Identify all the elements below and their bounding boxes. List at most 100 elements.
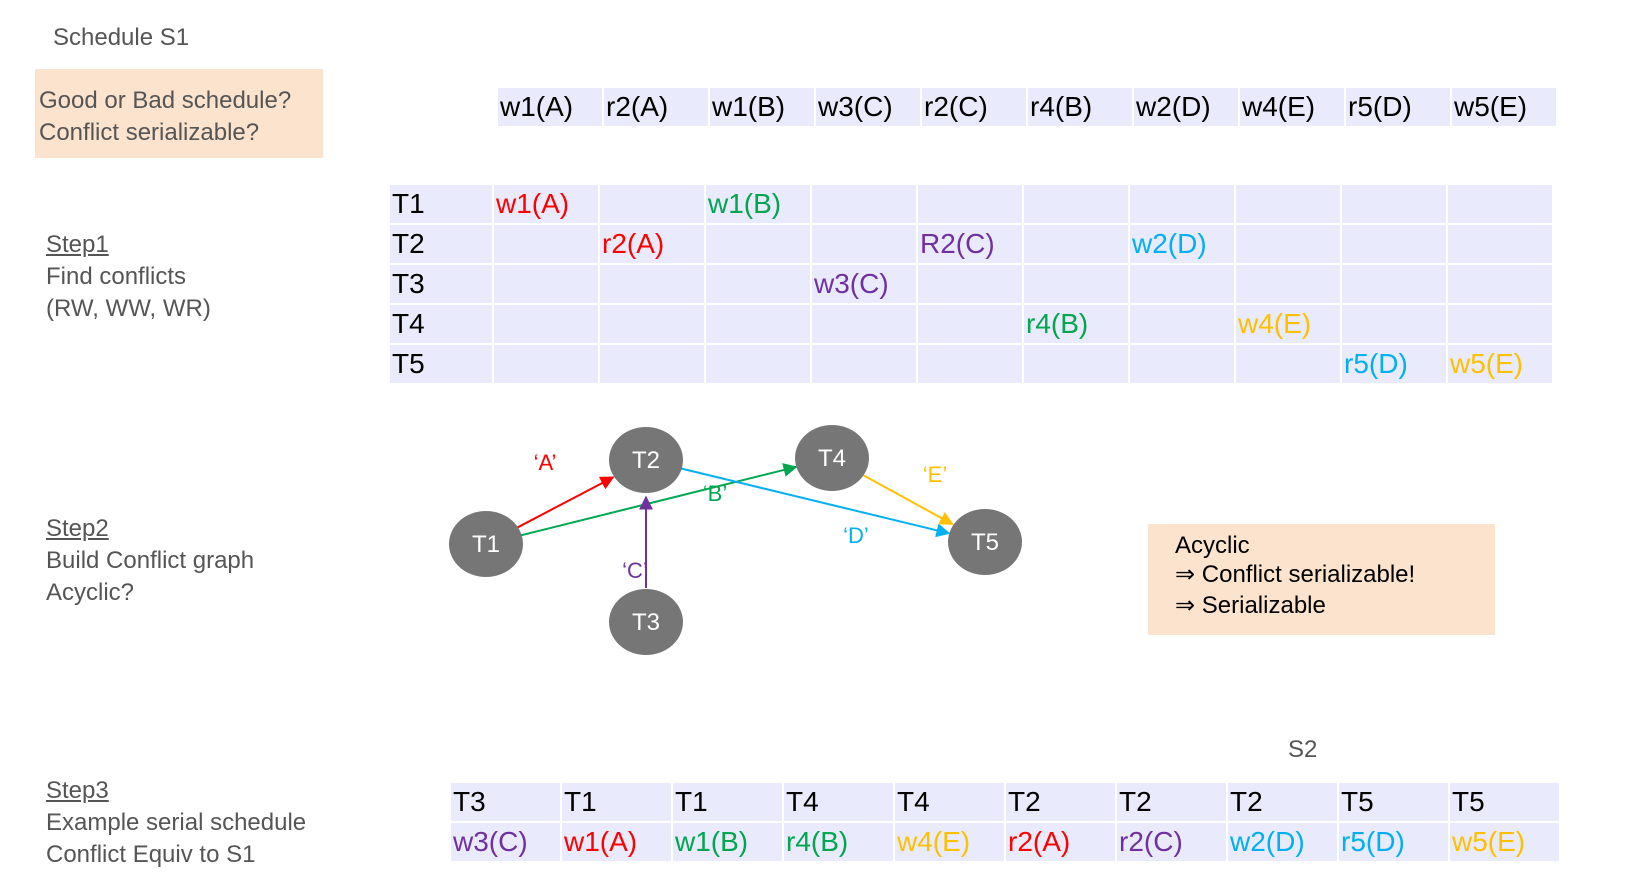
schedule-op: r2(C) bbox=[922, 88, 1026, 126]
edge-label: ‘B’ bbox=[703, 481, 727, 506]
conflict-cell bbox=[918, 345, 1022, 383]
node-t1 bbox=[449, 511, 523, 577]
conflict-cell bbox=[918, 265, 1022, 303]
step2-line-2: Acyclic? bbox=[46, 579, 135, 606]
edge-t4-t5 bbox=[861, 473, 954, 526]
conclusion-line-3: ⇒ Serializable bbox=[1175, 592, 1326, 619]
serial-txn: T2 bbox=[1117, 783, 1226, 821]
serial-op: w1(B) bbox=[673, 823, 782, 861]
serial-op: w1(A) bbox=[562, 823, 671, 861]
conflict-cell: w3(C) bbox=[812, 265, 916, 303]
schedule-op: w4(E) bbox=[1240, 88, 1344, 126]
serial-txn: T1 bbox=[673, 783, 782, 821]
serial-op: w4(E) bbox=[895, 823, 1004, 861]
step3-line-1: Example serial schedule bbox=[46, 809, 307, 836]
conflict-cell bbox=[1130, 345, 1234, 383]
conflict-cell bbox=[1024, 345, 1128, 383]
schedule-op: w2(D) bbox=[1134, 88, 1238, 126]
serial-txn: T5 bbox=[1339, 783, 1448, 821]
conflict-cell bbox=[600, 185, 704, 223]
conflict-cell bbox=[600, 305, 704, 343]
edge-label: ‘E’ bbox=[923, 462, 947, 487]
serial-txn: T3 bbox=[451, 783, 560, 821]
node-t2 bbox=[609, 427, 683, 493]
serial-op: r4(B) bbox=[784, 823, 893, 861]
node-t4 bbox=[795, 425, 869, 491]
conflict-cell bbox=[494, 345, 598, 383]
conflict-cell: r2(A) bbox=[600, 225, 704, 263]
question-line-1: Good or Bad schedule? bbox=[39, 87, 292, 114]
txn-label: T2 bbox=[390, 225, 492, 263]
edge-label: ‘D’ bbox=[843, 523, 869, 548]
edge-t2-t5 bbox=[678, 467, 951, 538]
conflict-cell bbox=[1236, 265, 1340, 303]
step2-text: Step2 Build Conflict graph Acyclic? bbox=[46, 513, 254, 609]
schedule-op: w1(B) bbox=[710, 88, 814, 126]
node-label: T4 bbox=[818, 445, 846, 472]
conclusion-box: Acyclic ⇒ Conflict serializable! ⇒ Seria… bbox=[1148, 524, 1495, 635]
conflict-row: T2 r2(A) R2(C) w2(D) bbox=[390, 225, 1552, 263]
schedule-op: r4(B) bbox=[1028, 88, 1132, 126]
conflict-cell bbox=[918, 185, 1022, 223]
conflict-cell bbox=[494, 225, 598, 263]
conflict-cell bbox=[706, 345, 810, 383]
conflict-table: T1 w1(A) w1(B) T2 r2(A) R2(C) w2(D) T3 w3(C) T4 r4… bbox=[388, 183, 1554, 385]
serial-op: w3(C) bbox=[451, 823, 560, 861]
step1-line-1: Find conflicts bbox=[46, 263, 187, 290]
serial-op: w5(E) bbox=[1450, 823, 1559, 861]
txn-label: T4 bbox=[390, 305, 492, 343]
serial-txn: T2 bbox=[1006, 783, 1115, 821]
edge-t1-t4 bbox=[518, 463, 798, 537]
conflict-cell bbox=[1342, 225, 1446, 263]
schedule-op: r5(D) bbox=[1346, 88, 1450, 126]
conflict-cell bbox=[1342, 185, 1446, 223]
s2-label: S2 bbox=[1288, 736, 1318, 763]
edge-t1-t2 bbox=[515, 476, 615, 530]
conflict-cell bbox=[812, 305, 916, 343]
conflict-cell bbox=[1024, 265, 1128, 303]
conflict-cell bbox=[1448, 265, 1552, 303]
conflict-row: T1 w1(A) w1(B) bbox=[390, 185, 1552, 223]
node-label: T5 bbox=[971, 529, 999, 556]
conflict-cell bbox=[1236, 345, 1340, 383]
schedule-op: r2(A) bbox=[604, 88, 708, 126]
conflict-cell bbox=[600, 345, 704, 383]
serial-op: r2(A) bbox=[1006, 823, 1115, 861]
conflict-cell bbox=[812, 185, 916, 223]
conflict-cell bbox=[1342, 305, 1446, 343]
conflict-cell bbox=[812, 345, 916, 383]
conflict-cell bbox=[1448, 305, 1552, 343]
conflict-cell: r5(D) bbox=[1342, 345, 1446, 383]
conflict-cell: w1(A) bbox=[494, 185, 598, 223]
serial-schedule-table: T3 T1 T1 T4 T4 T2 T2 T2 T5 T5 w3(C) w1(A) w1(B) r4(B… bbox=[449, 781, 1561, 863]
serial-op: r2(C) bbox=[1117, 823, 1226, 861]
schedule-op: w3(C) bbox=[816, 88, 920, 126]
node-t5 bbox=[948, 509, 1022, 575]
schedule-op: w5(E) bbox=[1452, 88, 1556, 126]
conflict-cell: w2(D) bbox=[1130, 225, 1234, 263]
conflict-cell bbox=[706, 305, 810, 343]
edge-label: ‘A’ bbox=[534, 450, 557, 475]
conflict-row: T3 w3(C) bbox=[390, 265, 1552, 303]
conflict-cell bbox=[1024, 185, 1128, 223]
serial-op: r5(D) bbox=[1339, 823, 1448, 861]
conflict-row: T4 r4(B) w4(E) bbox=[390, 305, 1552, 343]
page-title: Schedule S1 bbox=[53, 24, 190, 51]
conflict-cell bbox=[1130, 185, 1234, 223]
conclusion-line-1: Acyclic bbox=[1175, 532, 1250, 559]
schedule-row: w1(A) r2(A) w1(B) w3(C) r2(C) r4(B) w2(D) w4(E)… bbox=[496, 86, 1558, 128]
conflict-cell bbox=[494, 305, 598, 343]
conflict-cell bbox=[1236, 225, 1340, 263]
conflict-cell bbox=[706, 225, 810, 263]
serial-txn: T1 bbox=[562, 783, 671, 821]
step3-line-2: Conflict Equiv to S1 bbox=[46, 841, 256, 868]
step1-text: Step1 Find conflicts (RW, WW, WR) bbox=[46, 229, 211, 325]
node-label: T1 bbox=[472, 531, 500, 558]
conflict-row: T5 r5(D) w5(E) bbox=[390, 345, 1552, 383]
step3-heading: Step3 bbox=[46, 777, 109, 804]
conflict-cell: r4(B) bbox=[1024, 305, 1128, 343]
conflict-cell bbox=[1448, 185, 1552, 223]
serial-txn: T2 bbox=[1228, 783, 1337, 821]
conflict-cell bbox=[1024, 225, 1128, 263]
